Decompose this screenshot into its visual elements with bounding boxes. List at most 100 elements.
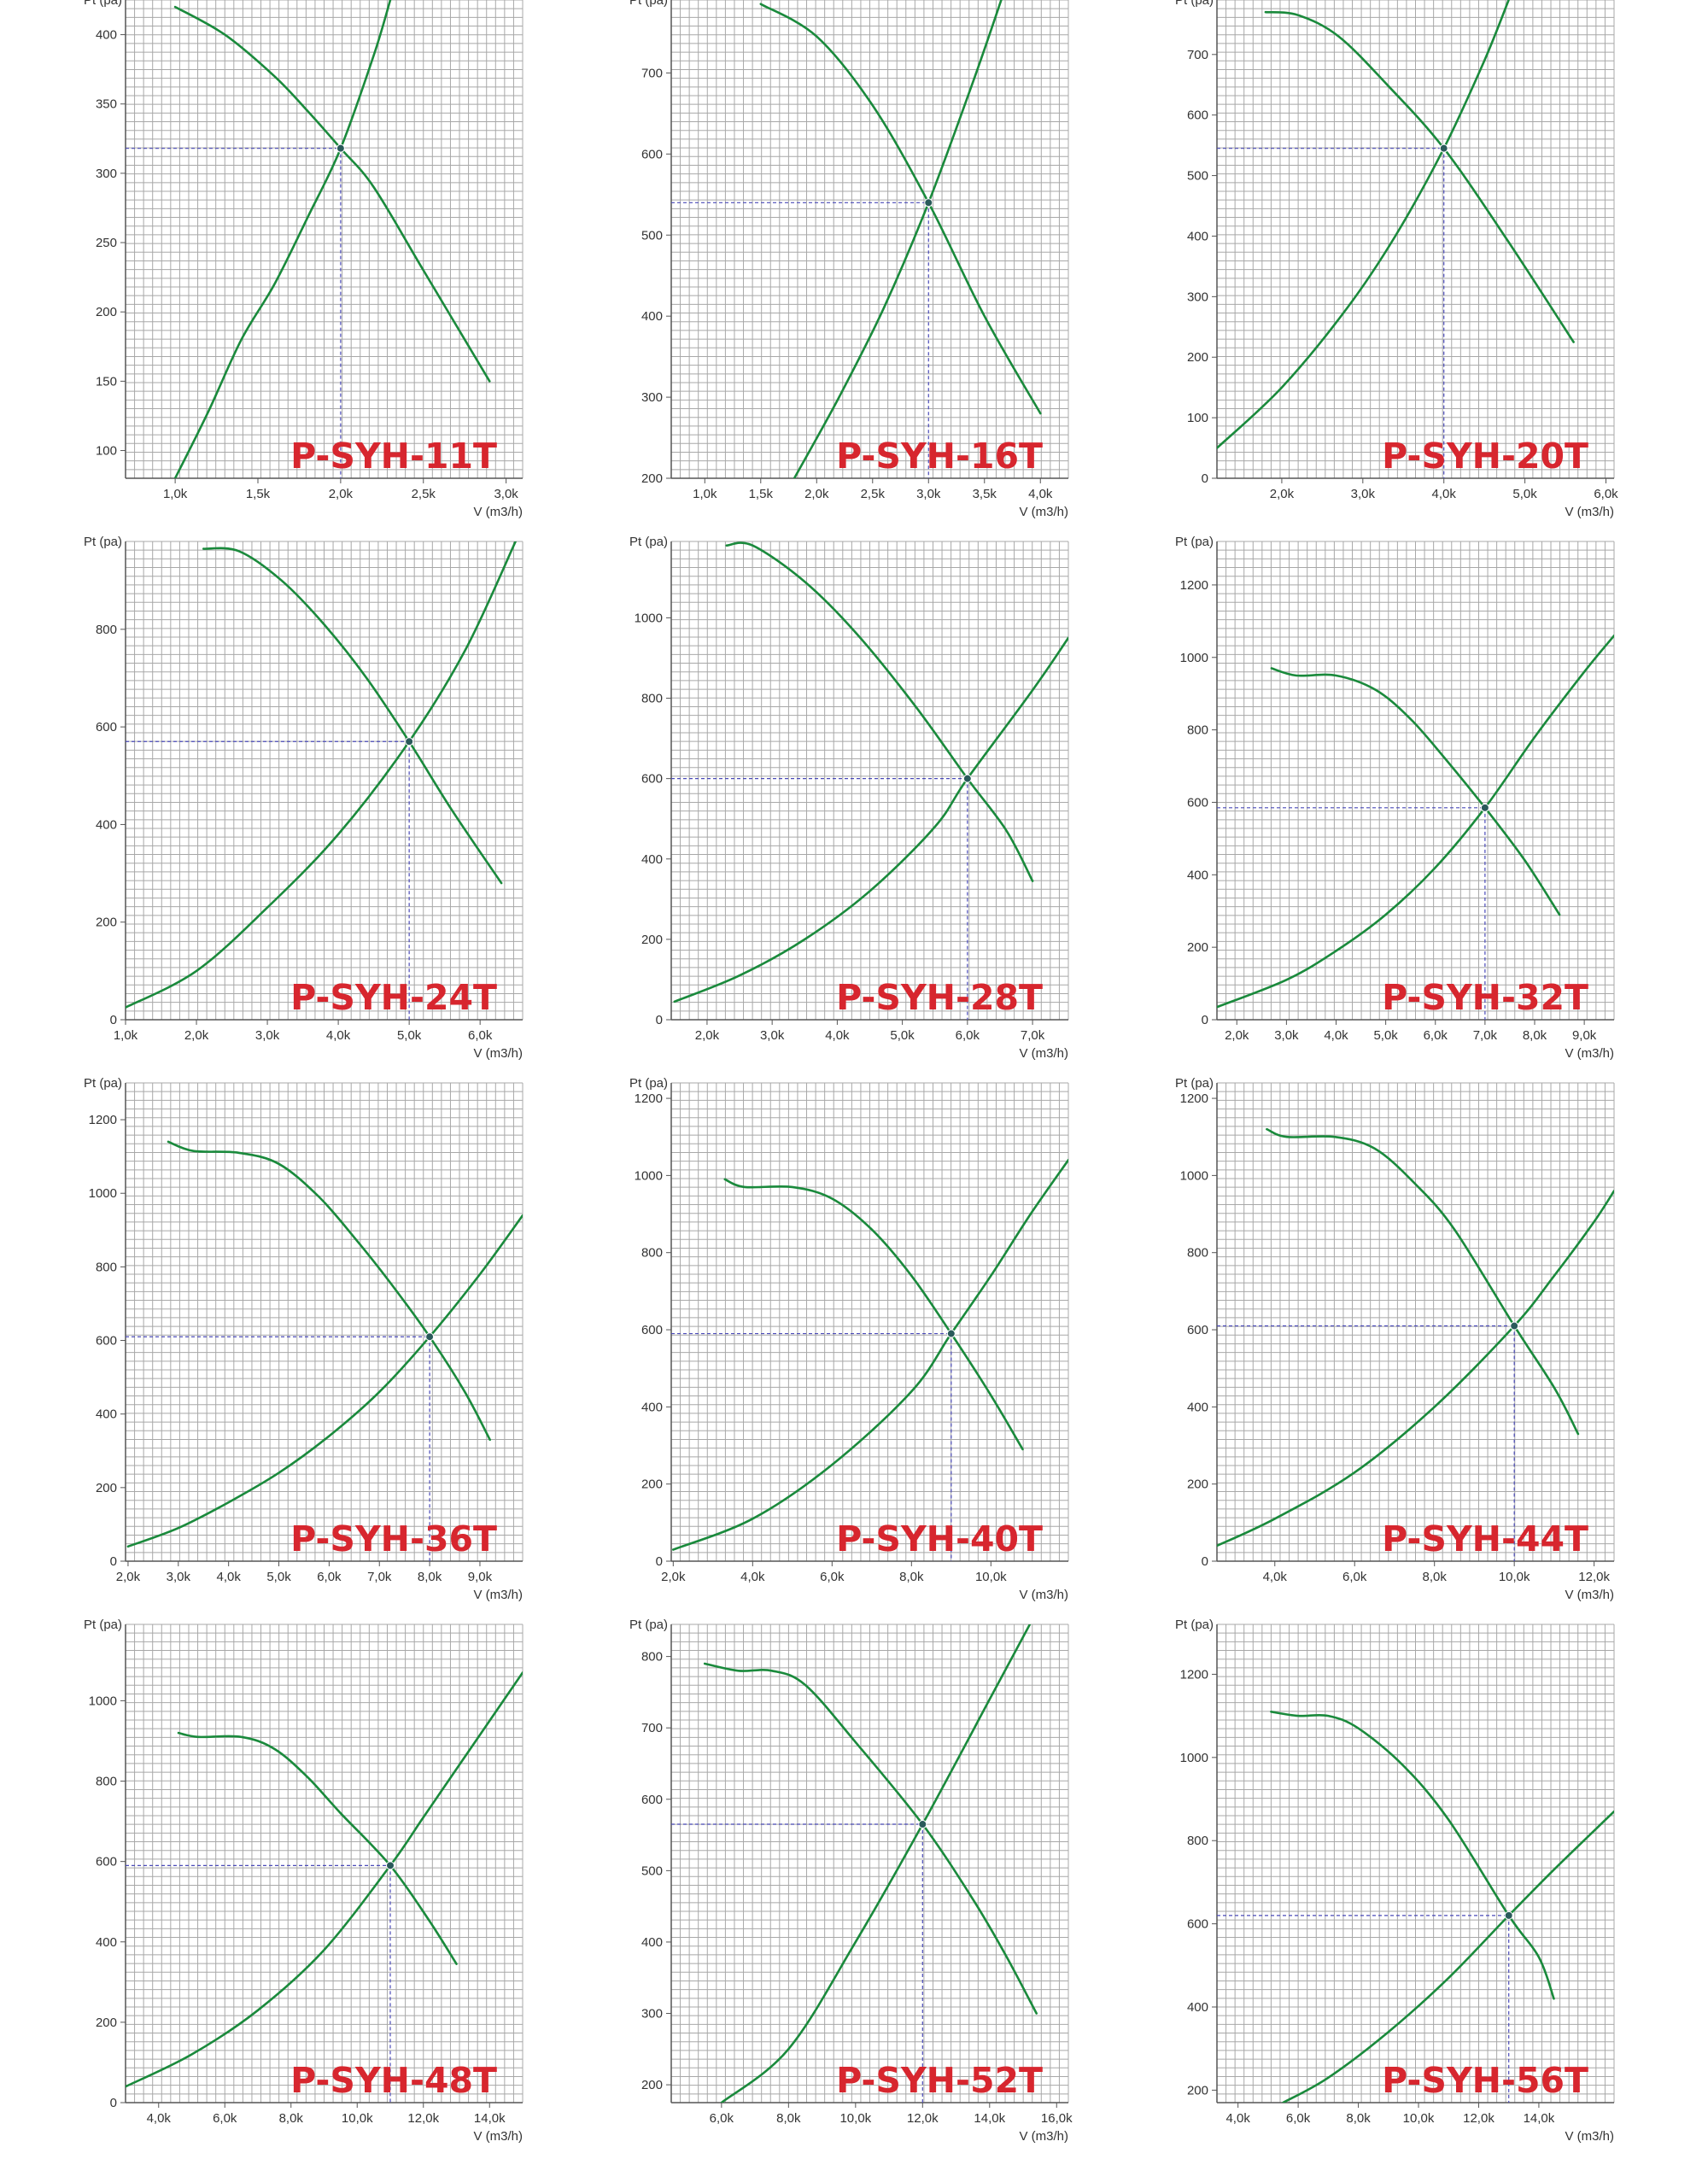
x-tick-label: 12,0k bbox=[1578, 1570, 1610, 1584]
x-tick-label: 4,0k bbox=[216, 1570, 241, 1584]
x-tick-label: 6,0k bbox=[820, 1570, 845, 1584]
y-axis-label: Pt (pa) bbox=[1175, 0, 1214, 8]
y-tick-label: 400 bbox=[96, 1407, 117, 1422]
x-tick-label: 4,0k bbox=[147, 2111, 172, 2126]
x-tick-label: 2,0k bbox=[661, 1570, 686, 1584]
y-tick-label: 1200 bbox=[1180, 1091, 1208, 1106]
model-title: P-SYH-36T bbox=[290, 1518, 497, 1559]
chart-grid bbox=[125, 1624, 524, 2103]
x-tick-label: 6,0k bbox=[956, 1028, 980, 1043]
y-tick-label: 200 bbox=[96, 1481, 117, 1495]
chart-grid bbox=[1216, 1624, 1615, 2103]
y-axis-label: Pt (pa) bbox=[629, 0, 668, 8]
chart-grid bbox=[1216, 541, 1615, 1021]
y-tick-label: 1000 bbox=[89, 1186, 117, 1201]
y-tick-label: 800 bbox=[96, 623, 117, 637]
operating-point bbox=[405, 737, 414, 746]
fan-curve bbox=[202, 547, 503, 885]
fan-curve-chart: 1,0k 1,5k 2,0k 2,5k 3,0k 3,5k 4,0k 200 300 400 500… bbox=[629, 0, 1069, 519]
x-tick-label: 8,0k bbox=[279, 2111, 304, 2126]
y-tick-label: 1200 bbox=[1180, 1667, 1208, 1682]
fan-curve-chart: 2,0k 3,0k 4,0k 5,0k 6,0k 7,0k 8,0k 9,0k 0 200 400 6… bbox=[84, 1076, 524, 1602]
x-axis-label: V (m3/h) bbox=[1565, 1046, 1614, 1061]
system-curve bbox=[173, 0, 392, 478]
y-tick-label: 200 bbox=[641, 933, 663, 947]
x-axis-label: V (m3/h) bbox=[473, 1588, 523, 1602]
y-tick-label: 100 bbox=[1187, 411, 1208, 425]
x-tick-label: 1,0k bbox=[114, 1028, 138, 1043]
system-curve bbox=[1217, 1190, 1614, 1548]
y-tick-label: 600 bbox=[1187, 1323, 1208, 1337]
operating-point bbox=[425, 1332, 435, 1342]
operating-point bbox=[918, 1820, 927, 1829]
y-axis-label: Pt (pa) bbox=[84, 1076, 122, 1091]
x-tick-label: 3,5k bbox=[973, 487, 997, 501]
y-tick-label: 600 bbox=[641, 1323, 663, 1337]
model-title: P-SYH-52T bbox=[836, 2060, 1043, 2101]
y-axis-label: Pt (pa) bbox=[629, 1076, 668, 1091]
x-tick-label: 12,0k bbox=[407, 2111, 439, 2126]
x-tick-label: 10,0k bbox=[839, 2111, 871, 2126]
y-tick-label: 600 bbox=[96, 720, 117, 734]
y-tick-label: 0 bbox=[656, 1013, 663, 1027]
fan-curve-chart: 4,0k 6,0k 8,0k 10,0k 12,0k 0 200 400 600 800 1000 1… bbox=[1175, 1076, 1615, 1602]
chart-grid bbox=[670, 1624, 1069, 2103]
x-axis-label: V (m3/h) bbox=[473, 1046, 523, 1061]
model-title: P-SYH-16T bbox=[836, 436, 1043, 477]
chart-grid bbox=[670, 1082, 1069, 1562]
y-tick-label: 700 bbox=[641, 66, 663, 80]
y-tick-label: 200 bbox=[641, 1477, 663, 1492]
fan-curve-chart: 1,0k 1,5k 2,0k 2,5k 3,0k 100 150 200 250 300 350 40… bbox=[84, 0, 524, 519]
operating-point bbox=[1510, 1321, 1519, 1331]
y-tick-label: 800 bbox=[641, 1650, 663, 1665]
fan-curve bbox=[1266, 1127, 1580, 1436]
y-tick-label: 600 bbox=[96, 1334, 117, 1349]
fan-curve-chart: 6,0k 8,0k 10,0k 12,0k 14,0k 16,0k 200 300 400 500… bbox=[629, 1618, 1073, 2144]
model-title: P-SYH-24T bbox=[290, 977, 497, 1018]
x-tick-label: 2,0k bbox=[695, 1028, 720, 1043]
chart-grid bbox=[125, 0, 524, 479]
y-tick-label: 1000 bbox=[635, 1168, 663, 1183]
operating-point bbox=[962, 774, 972, 783]
x-tick-label: 5,0k bbox=[890, 1028, 915, 1043]
system-curve bbox=[793, 0, 1003, 478]
x-tick-label: 6,0k bbox=[1286, 2111, 1311, 2126]
x-tick-label: 10,0k bbox=[342, 2111, 373, 2126]
x-tick-label: 2,5k bbox=[861, 487, 886, 501]
chart-grid bbox=[125, 1082, 524, 1562]
x-tick-label: 4,0k bbox=[1432, 487, 1457, 501]
model-title: P-SYH-20T bbox=[1382, 436, 1588, 477]
x-tick-label: 1,0k bbox=[693, 487, 717, 501]
x-tick-label: 3,0k bbox=[1351, 487, 1376, 501]
y-tick-label: 600 bbox=[641, 1793, 663, 1807]
x-tick-label: 4,0k bbox=[1028, 487, 1053, 501]
fan-curve-chart: 2,0k 3,0k 4,0k 5,0k 6,0k 7,0k 8,0k 9,0k 0 200 400 6… bbox=[1175, 535, 1615, 1061]
x-tick-label: 1,5k bbox=[749, 487, 774, 501]
y-tick-label: 0 bbox=[1202, 1013, 1208, 1027]
x-tick-label: 4,0k bbox=[326, 1028, 351, 1043]
y-tick-label: 1000 bbox=[1180, 1751, 1208, 1765]
y-tick-label: 600 bbox=[641, 147, 663, 161]
model-title: P-SYH-48T bbox=[290, 2060, 497, 2101]
chart-grid bbox=[670, 541, 1069, 1021]
y-tick-label: 800 bbox=[96, 1775, 117, 1789]
system-curve bbox=[1217, 0, 1510, 449]
y-tick-label: 400 bbox=[96, 1935, 117, 1950]
chart-grid bbox=[125, 541, 524, 1021]
x-tick-label: 10,0k bbox=[1403, 2111, 1435, 2126]
system-curve bbox=[1282, 1810, 1614, 2103]
x-tick-label: 3,0k bbox=[494, 487, 518, 501]
y-tick-label: 200 bbox=[1187, 940, 1208, 955]
x-tick-label: 2,0k bbox=[184, 1028, 209, 1043]
y-tick-label: 300 bbox=[1187, 290, 1208, 304]
y-tick-label: 400 bbox=[641, 852, 663, 867]
x-tick-label: 3,0k bbox=[255, 1028, 280, 1043]
y-tick-label: 350 bbox=[96, 97, 117, 112]
x-tick-label: 5,0k bbox=[1512, 487, 1537, 501]
x-tick-label: 4,0k bbox=[1225, 2111, 1250, 2126]
x-tick-label: 3,0k bbox=[760, 1028, 785, 1043]
fan-curve-chart: 1,0k 2,0k 3,0k 4,0k 5,0k 6,0k 0 200 400 600 800 Pt … bbox=[84, 535, 524, 1061]
x-tick-label: 5,0k bbox=[266, 1570, 291, 1584]
x-tick-label: 10,0k bbox=[1499, 1570, 1530, 1584]
